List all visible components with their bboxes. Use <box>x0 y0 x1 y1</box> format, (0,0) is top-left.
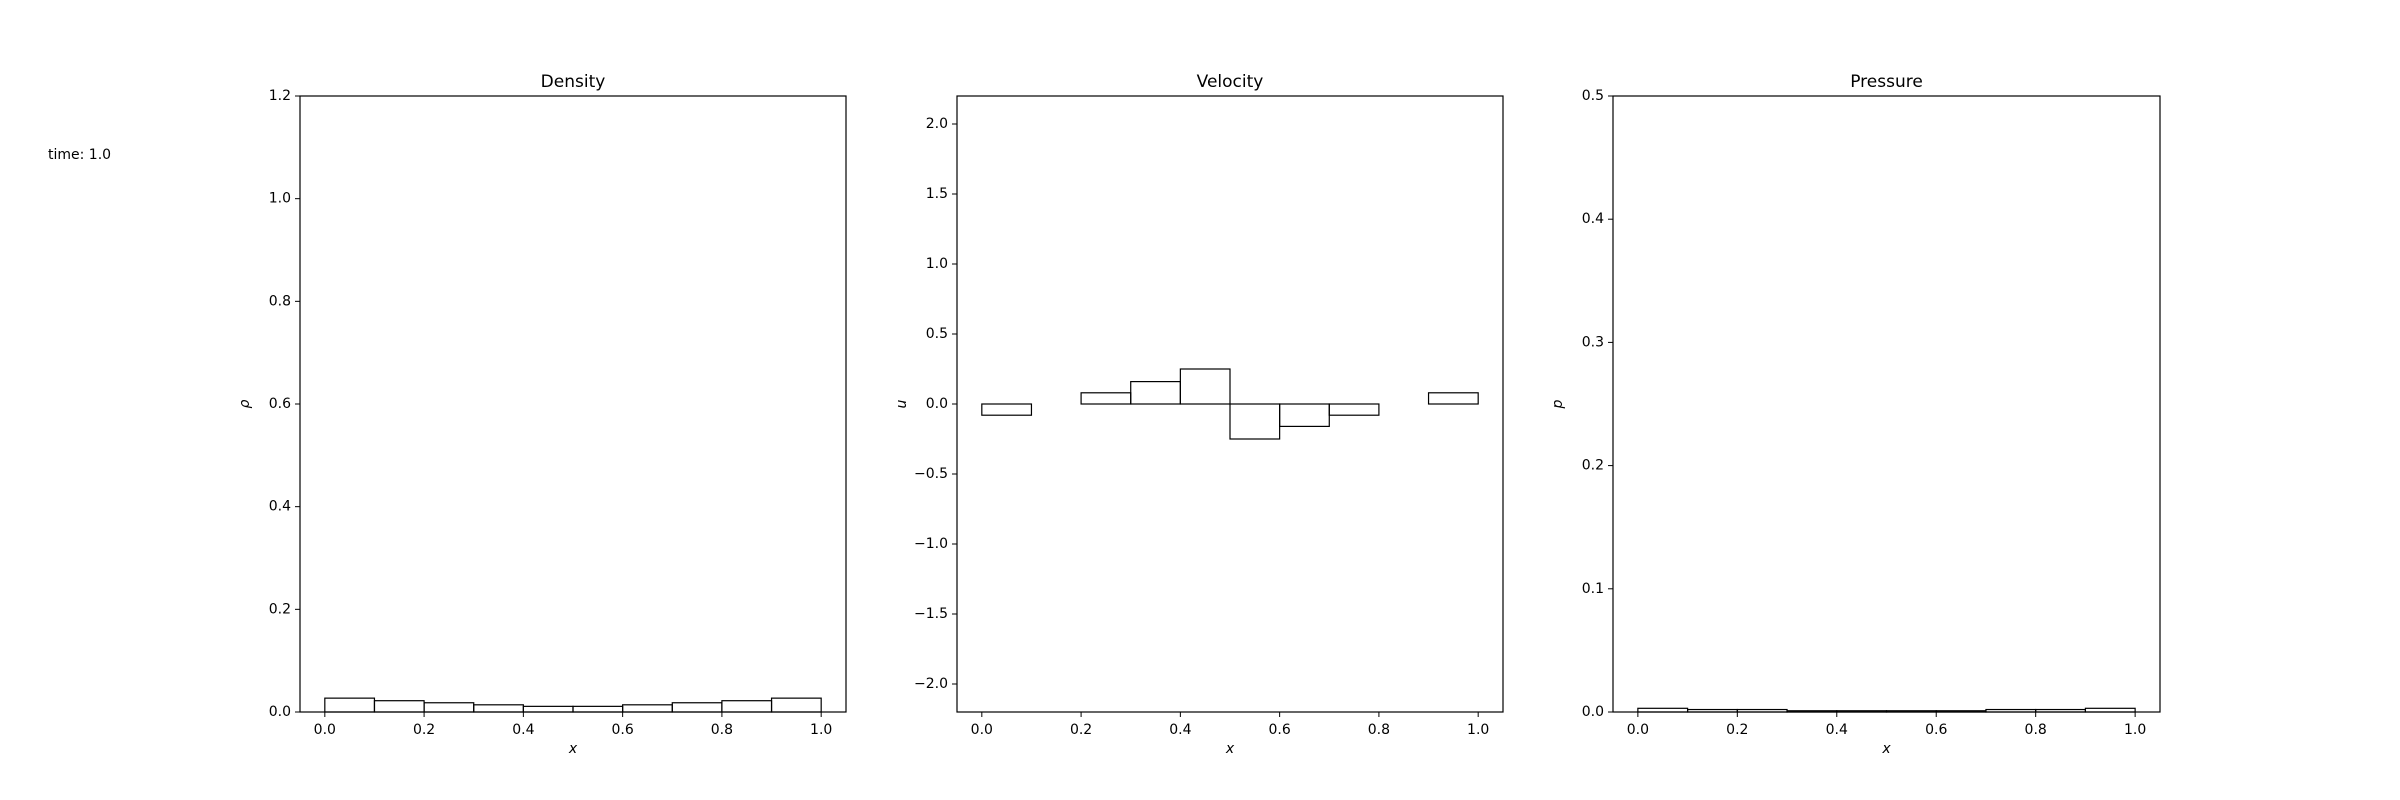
x-tick-label: 0.6 <box>612 722 634 738</box>
y-tick-label: 1.0 <box>269 191 291 207</box>
bar <box>1179 368 1231 405</box>
y-tick-label: 0.4 <box>1582 211 1604 227</box>
x-tick-label: 0.2 <box>1726 722 1748 738</box>
x-tick-label: 1.0 <box>2124 722 2146 738</box>
y-tick-label: −2.0 <box>914 676 948 692</box>
y-axis-label: ρ <box>237 399 253 408</box>
chart-title: Velocity <box>1197 72 1264 92</box>
x-tick-label: 0.0 <box>971 722 993 738</box>
chart-title: Density <box>541 72 606 92</box>
x-tick-label: 0.2 <box>1070 722 1092 738</box>
y-tick-label: 0.4 <box>269 499 291 515</box>
x-tick-label: 0.4 <box>1169 722 1191 738</box>
x-tick-label: 0.6 <box>1925 722 1947 738</box>
x-tick-label: 0.6 <box>1269 722 1291 738</box>
x-tick-label: 0.8 <box>1368 722 1390 738</box>
y-tick-label: 0.5 <box>1582 88 1604 104</box>
x-tick-label: 0.4 <box>512 722 534 738</box>
y-tick-label: 0.0 <box>926 396 948 412</box>
y-axis-label: p <box>1550 399 1566 409</box>
y-tick-label: 1.2 <box>269 88 291 104</box>
y-tick-label: 2.0 <box>926 116 948 132</box>
x-tick-label: 0.0 <box>314 722 336 738</box>
x-axis-label: x <box>1881 741 1891 757</box>
x-tick-label: 0.2 <box>413 722 435 738</box>
y-tick-label: 0.1 <box>1582 581 1604 597</box>
y-tick-label: 1.5 <box>926 186 948 202</box>
bar <box>1328 403 1380 416</box>
y-tick-label: −1.5 <box>914 606 948 622</box>
y-tick-label: 0.6 <box>269 396 291 412</box>
time-annotation: time: 1.0 <box>48 147 111 163</box>
y-tick-label: −0.5 <box>914 466 948 482</box>
chart-title: Pressure <box>1850 72 1923 92</box>
axes-frame <box>1612 95 2161 713</box>
x-tick-label: 0.0 <box>1627 722 1649 738</box>
y-tick-label: 0.8 <box>269 293 291 309</box>
y-tick-label: 0.2 <box>1582 458 1604 474</box>
y-tick-label: 0.2 <box>269 601 291 617</box>
y-tick-label: 0.0 <box>269 704 291 720</box>
y-tick-label: 1.0 <box>926 256 948 272</box>
x-tick-label: 0.8 <box>2025 722 2047 738</box>
y-tick-label: 0.5 <box>926 326 948 342</box>
y-tick-label: 0.3 <box>1582 334 1604 350</box>
x-tick-label: 1.0 <box>1467 722 1489 738</box>
bar <box>981 403 1033 416</box>
y-tick-label: −1.0 <box>914 536 948 552</box>
y-tick-label: 0.0 <box>1582 704 1604 720</box>
x-tick-label: 0.4 <box>1826 722 1848 738</box>
y-axis-label: u <box>894 399 910 408</box>
x-axis-label: x <box>568 741 578 757</box>
x-tick-label: 1.0 <box>810 722 832 738</box>
x-axis-label: x <box>1225 741 1235 757</box>
x-tick-label: 0.8 <box>711 722 733 738</box>
bar <box>1427 392 1479 405</box>
